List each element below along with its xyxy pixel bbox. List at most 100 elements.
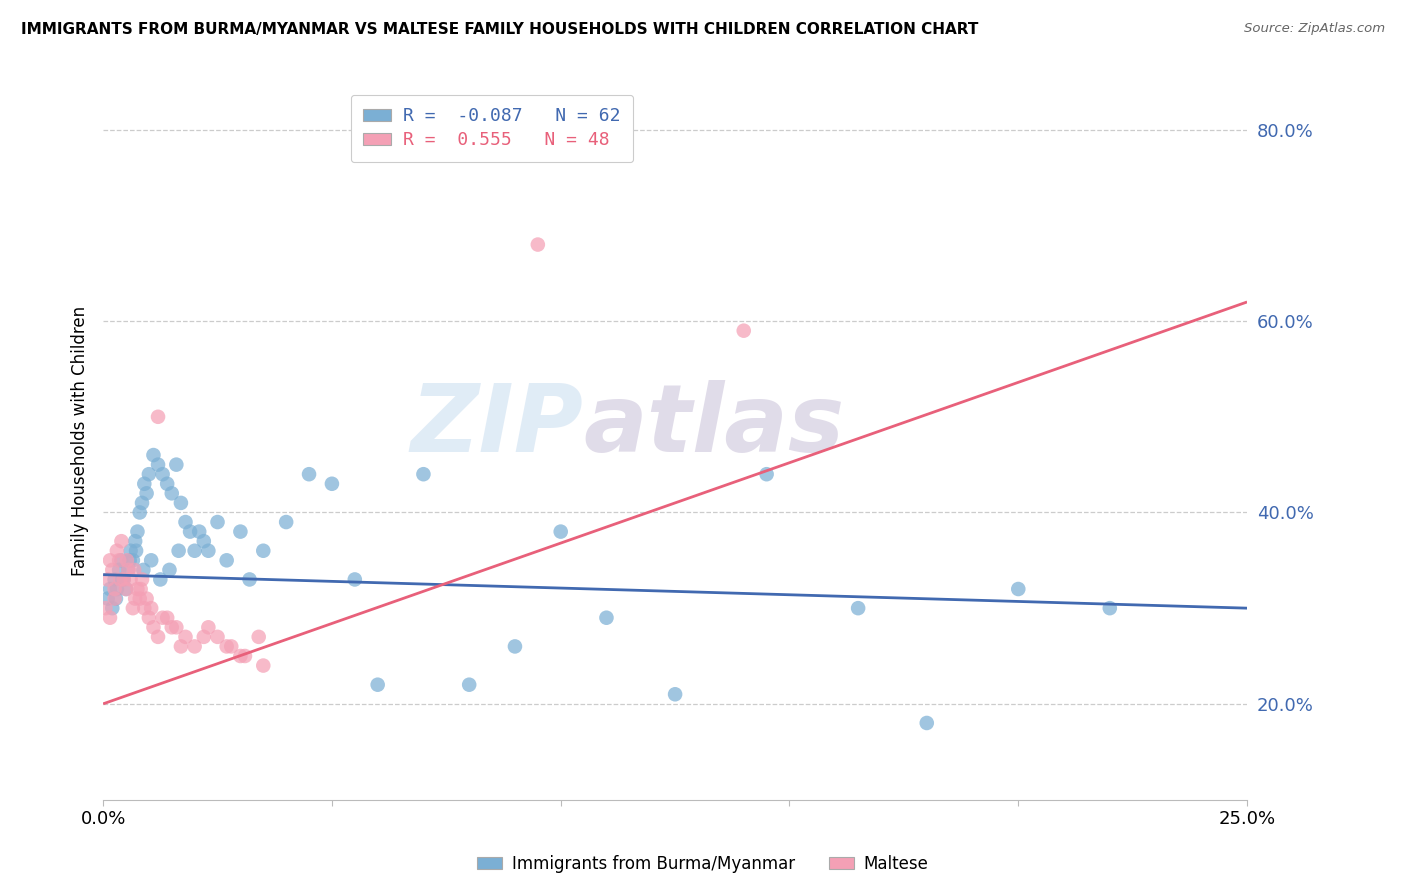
Point — [112, 573, 135, 587]
Point — [276, 515, 298, 529]
Point — [135, 591, 157, 606]
Point — [138, 467, 160, 482]
Point — [127, 582, 149, 596]
Point — [321, 476, 343, 491]
Point — [165, 458, 187, 472]
Point — [1007, 582, 1029, 596]
Point — [1098, 601, 1121, 615]
Point — [101, 601, 124, 615]
Point — [98, 553, 121, 567]
Point — [122, 553, 145, 567]
Point — [367, 678, 389, 692]
Point — [134, 476, 156, 491]
Point — [105, 543, 128, 558]
Point — [252, 658, 274, 673]
Point — [167, 543, 190, 558]
Point — [98, 611, 121, 625]
Point — [131, 573, 153, 587]
Point — [101, 563, 124, 577]
Point — [229, 648, 252, 663]
Point — [117, 563, 139, 577]
Point — [207, 515, 229, 529]
Point — [112, 573, 135, 587]
Point — [343, 573, 366, 587]
Point — [103, 591, 125, 606]
Point — [846, 601, 869, 615]
Point — [179, 524, 201, 539]
Point — [219, 640, 242, 654]
Point — [124, 591, 146, 606]
Point — [238, 573, 260, 587]
Point — [115, 582, 138, 596]
Point — [110, 534, 132, 549]
Point — [188, 524, 211, 539]
Point — [160, 620, 183, 634]
Point — [156, 611, 179, 625]
Point — [111, 573, 134, 587]
Text: atlas: atlas — [583, 380, 845, 473]
Point — [97, 573, 120, 587]
Point — [755, 467, 778, 482]
Point — [915, 716, 938, 731]
Point — [298, 467, 321, 482]
Point — [127, 524, 149, 539]
Point — [141, 601, 163, 615]
Text: ZIP: ZIP — [411, 380, 583, 473]
Point — [149, 573, 172, 587]
Point — [125, 543, 148, 558]
Point — [94, 601, 117, 615]
Point — [135, 486, 157, 500]
Point — [134, 601, 156, 615]
Point — [110, 573, 132, 587]
Point — [142, 448, 165, 462]
Point — [527, 237, 550, 252]
Point — [197, 620, 219, 634]
Point — [146, 630, 169, 644]
Text: Source: ZipAtlas.com: Source: ZipAtlas.com — [1244, 22, 1385, 36]
Point — [733, 324, 755, 338]
Point — [138, 611, 160, 625]
Point — [120, 573, 142, 587]
Legend: R =  -0.087   N = 62, R =  0.555   N = 48: R = -0.087 N = 62, R = 0.555 N = 48 — [352, 95, 633, 162]
Point — [115, 582, 138, 596]
Point — [128, 506, 150, 520]
Point — [412, 467, 434, 482]
Point — [103, 573, 125, 587]
Point — [193, 534, 215, 549]
Point — [105, 582, 128, 596]
Point — [124, 534, 146, 549]
Point — [141, 553, 163, 567]
Point — [120, 543, 142, 558]
Point — [97, 591, 120, 606]
Point — [503, 640, 526, 654]
Point — [117, 563, 139, 577]
Point — [122, 563, 145, 577]
Point — [595, 611, 617, 625]
Point — [165, 620, 187, 634]
Point — [146, 409, 169, 424]
Point — [170, 496, 193, 510]
Point — [252, 543, 274, 558]
Point — [103, 582, 125, 596]
Point — [115, 553, 138, 567]
Point — [247, 630, 270, 644]
Point — [233, 648, 256, 663]
Y-axis label: Family Households with Children: Family Households with Children — [72, 306, 89, 575]
Point — [108, 553, 131, 567]
Point — [170, 640, 193, 654]
Point — [128, 591, 150, 606]
Point — [215, 640, 238, 654]
Point — [193, 630, 215, 644]
Point — [174, 515, 197, 529]
Point — [550, 524, 572, 539]
Point — [152, 467, 174, 482]
Point — [110, 553, 132, 567]
Point — [174, 630, 197, 644]
Point — [118, 553, 141, 567]
Point — [122, 601, 145, 615]
Legend: Immigrants from Burma/Myanmar, Maltese: Immigrants from Burma/Myanmar, Maltese — [471, 848, 935, 880]
Point — [131, 496, 153, 510]
Point — [142, 620, 165, 634]
Point — [108, 563, 131, 577]
Point — [98, 582, 121, 596]
